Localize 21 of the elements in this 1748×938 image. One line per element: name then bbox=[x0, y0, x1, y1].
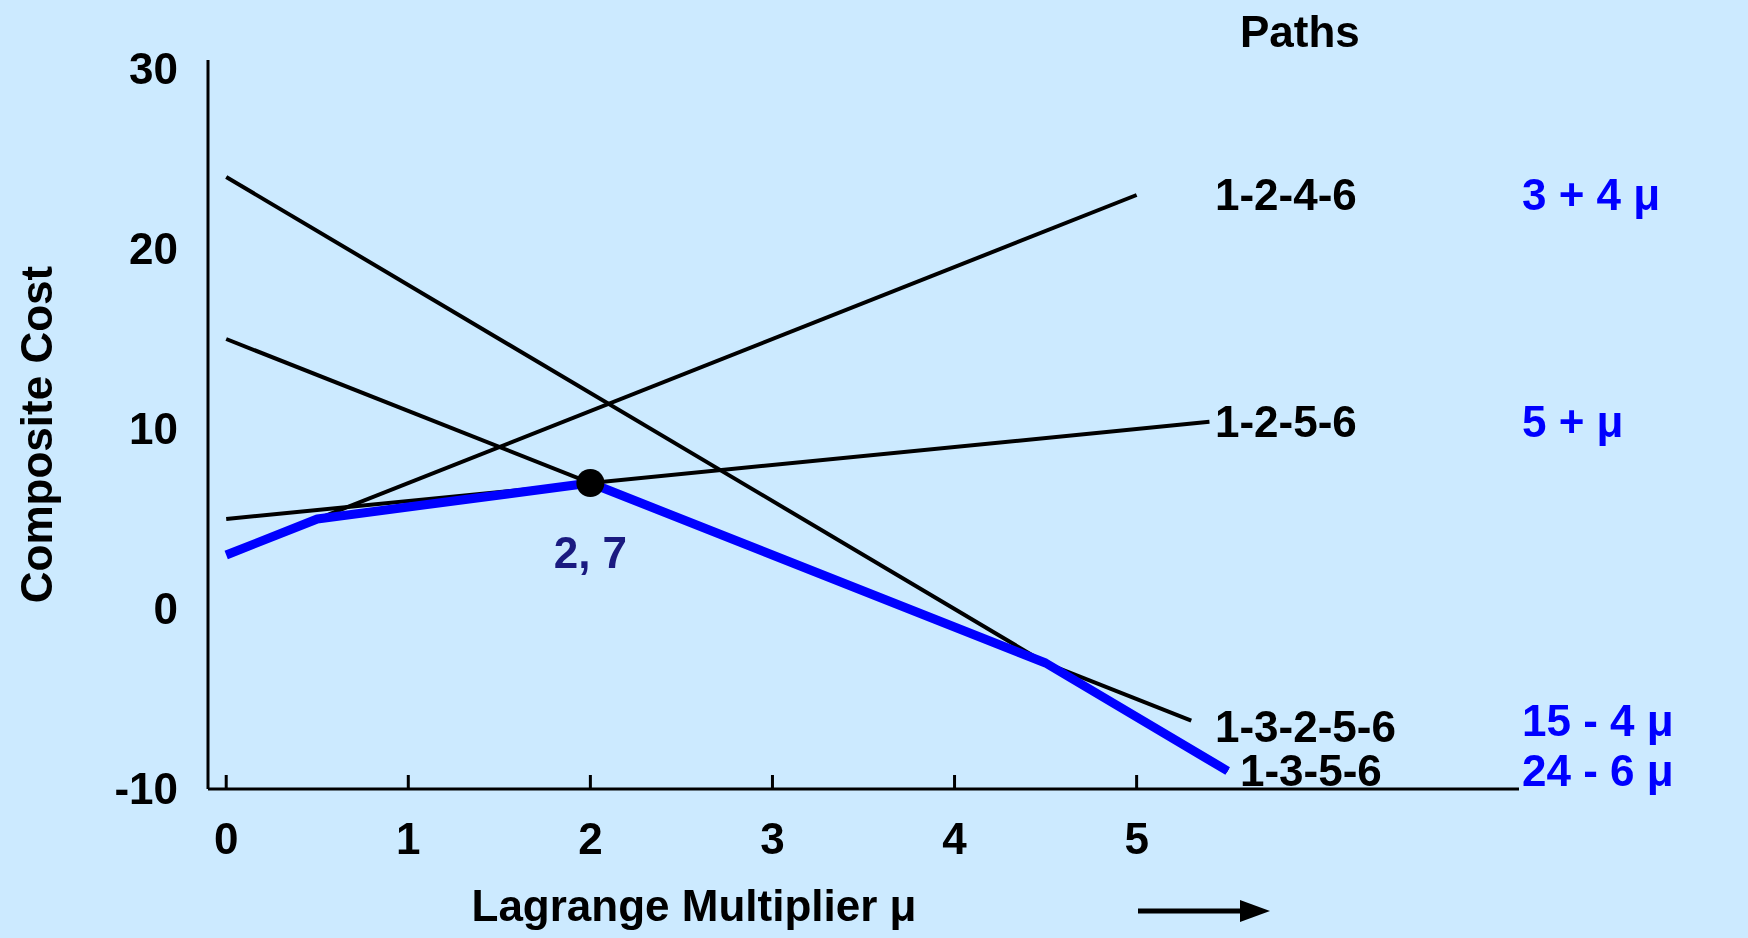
x-tick-label: 5 bbox=[1124, 814, 1149, 863]
x-tick-label: 1 bbox=[396, 814, 421, 863]
y-tick-label: -10 bbox=[114, 764, 178, 814]
x-tick-label: 2 bbox=[578, 814, 603, 863]
series-label: 1-2-4-6 bbox=[1215, 170, 1357, 220]
text: 3 + 4 μ bbox=[1522, 170, 1661, 220]
text: 15 - 4 μ bbox=[1522, 696, 1674, 745]
x-tick-label: 4 bbox=[942, 814, 968, 863]
x-tick-label: 3 bbox=[760, 814, 785, 863]
series-label: 1-2-5-6 bbox=[1215, 397, 1357, 447]
legend-title: Paths bbox=[1240, 7, 1360, 56]
y-tick-label: 30 bbox=[129, 44, 178, 94]
y-tick-label: 20 bbox=[129, 224, 178, 274]
annotation: 2, 7 bbox=[553, 528, 628, 577]
y-tick-label: 0 bbox=[153, 584, 178, 634]
y-tick-label: 10 bbox=[129, 404, 178, 454]
text: 5 + μ bbox=[1522, 397, 1624, 447]
y-axis-title: Composite Cost bbox=[12, 265, 61, 604]
text: 24 - 6 μ bbox=[1522, 746, 1674, 796]
x-tick-label: 0 bbox=[213, 814, 239, 863]
x-axis-title: Lagrange Multiplier μ bbox=[471, 881, 917, 930]
